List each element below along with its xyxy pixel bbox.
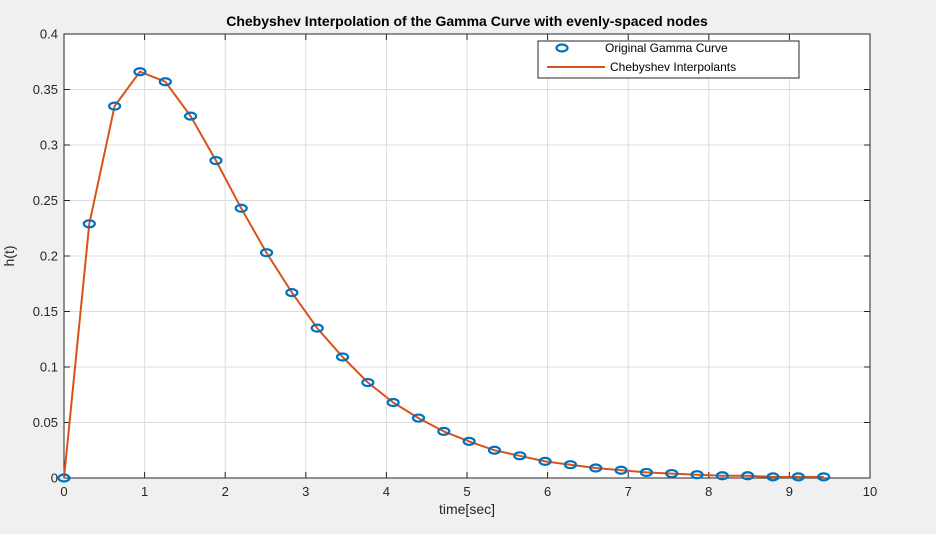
- data-point-original-gamma: [57, 473, 71, 483]
- data-point-original-gamma: [462, 436, 476, 446]
- data-point-original-gamma: [766, 472, 780, 482]
- y-tick-label: 0.3: [40, 138, 58, 153]
- data-point-original-gamma: [108, 101, 122, 111]
- data-point-original-gamma: [487, 445, 502, 455]
- data-point-original-gamma: [310, 323, 324, 333]
- y-tick-label: 0: [51, 471, 58, 486]
- data-point-original-gamma: [741, 471, 755, 481]
- axis-ticks: 0 1 2 3 4 5 6 7 8 9 10 0 0.05 0.1 0.15 0.2 0.25 0.3 0.35 0.…: [33, 27, 878, 500]
- data-point-original-gamma: [513, 451, 527, 461]
- data-point-original-gamma: [614, 465, 628, 475]
- data-point-original-gamma: [665, 468, 679, 479]
- y-tick-label: 0.1: [40, 360, 58, 375]
- x-tick-label: 1: [141, 484, 148, 499]
- data-point-original-gamma: [386, 397, 400, 408]
- chart-title: Chebyshev Interpolation of the Gamma Cur…: [226, 13, 708, 29]
- data-point-original-gamma: [82, 219, 96, 229]
- data-point-original-gamma: [690, 470, 704, 480]
- y-tick-label: 0.2: [40, 249, 58, 264]
- grid-lines: [64, 34, 870, 478]
- x-tick-label: 2: [222, 484, 229, 499]
- data-point-original-gamma: [639, 467, 654, 478]
- y-tick-label: 0.25: [33, 193, 58, 208]
- legend: Original Gamma Curve Chebyshev Interpola…: [537, 40, 800, 79]
- y-tick-label: 0.4: [40, 27, 58, 42]
- data-point-original-gamma: [184, 111, 198, 121]
- x-tick-label: 9: [786, 484, 793, 499]
- x-tick-label: 7: [625, 484, 632, 499]
- x-tick-label: 6: [544, 484, 551, 499]
- x-tick-label: 5: [463, 484, 470, 499]
- data-point-original-gamma: [437, 426, 451, 436]
- legend-label-original: Original Gamma Curve: [605, 41, 728, 55]
- data-point-original-gamma: [715, 471, 729, 481]
- x-tick-label: 0: [60, 484, 67, 499]
- data-point-original-gamma: [791, 472, 805, 482]
- data-point-original-gamma: [133, 67, 147, 77]
- data-point-original-gamma: [589, 463, 603, 473]
- x-tick-label: 10: [863, 484, 877, 499]
- x-axis-label: time[sec]: [439, 501, 495, 517]
- y-axis-label: h(t): [1, 246, 17, 267]
- legend-marker-original: [555, 43, 569, 53]
- x-tick-label: 8: [705, 484, 712, 499]
- data-point-original-gamma: [361, 377, 375, 388]
- legend-box: [537, 40, 800, 79]
- data-point-original-gamma: [411, 413, 426, 423]
- data-point-original-gamma: [563, 460, 578, 470]
- series-line-chebyshev-interpolants: [63, 70, 824, 479]
- data-point-original-gamma: [234, 203, 248, 213]
- y-tick-label: 0.35: [33, 82, 58, 97]
- data-point-original-gamma: [158, 77, 172, 87]
- y-tick-label: 0.05: [33, 415, 58, 430]
- plot-area: [57, 67, 831, 483]
- y-tick-label: 0.15: [33, 304, 58, 319]
- data-point-original-gamma: [335, 352, 350, 362]
- data-point-original-gamma: [209, 155, 223, 166]
- x-tick-label: 4: [383, 484, 390, 499]
- legend-label-chebyshev: Chebyshev Interpolants: [610, 60, 736, 74]
- data-point-original-gamma: [259, 248, 274, 258]
- data-point-original-gamma: [285, 288, 299, 298]
- x-tick-label: 3: [302, 484, 309, 499]
- data-point-original-gamma: [538, 456, 552, 466]
- data-point-original-gamma: [817, 472, 831, 482]
